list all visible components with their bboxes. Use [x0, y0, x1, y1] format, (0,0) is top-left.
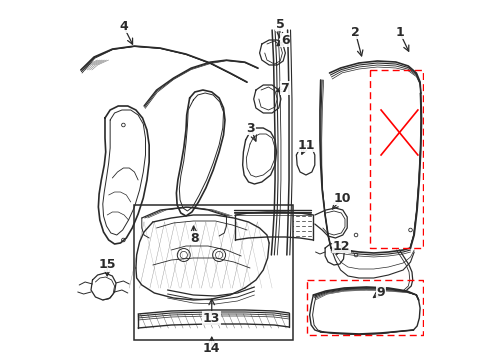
Text: 10: 10 [333, 192, 351, 204]
Text: 11: 11 [297, 139, 314, 152]
Text: 1: 1 [394, 26, 403, 39]
Text: 14: 14 [203, 342, 220, 355]
Text: 7: 7 [280, 81, 288, 95]
Text: 5: 5 [275, 18, 284, 31]
Bar [134, 205, 292, 340]
Text: 13: 13 [203, 311, 220, 324]
Text: 12: 12 [332, 239, 349, 252]
Text: 15: 15 [98, 258, 116, 271]
Text: 3: 3 [246, 122, 255, 135]
Text: 9: 9 [376, 285, 385, 298]
Text: 8: 8 [189, 231, 198, 244]
Text: 4: 4 [119, 19, 127, 32]
Text: 6: 6 [281, 33, 289, 46]
Text: 2: 2 [350, 26, 359, 39]
